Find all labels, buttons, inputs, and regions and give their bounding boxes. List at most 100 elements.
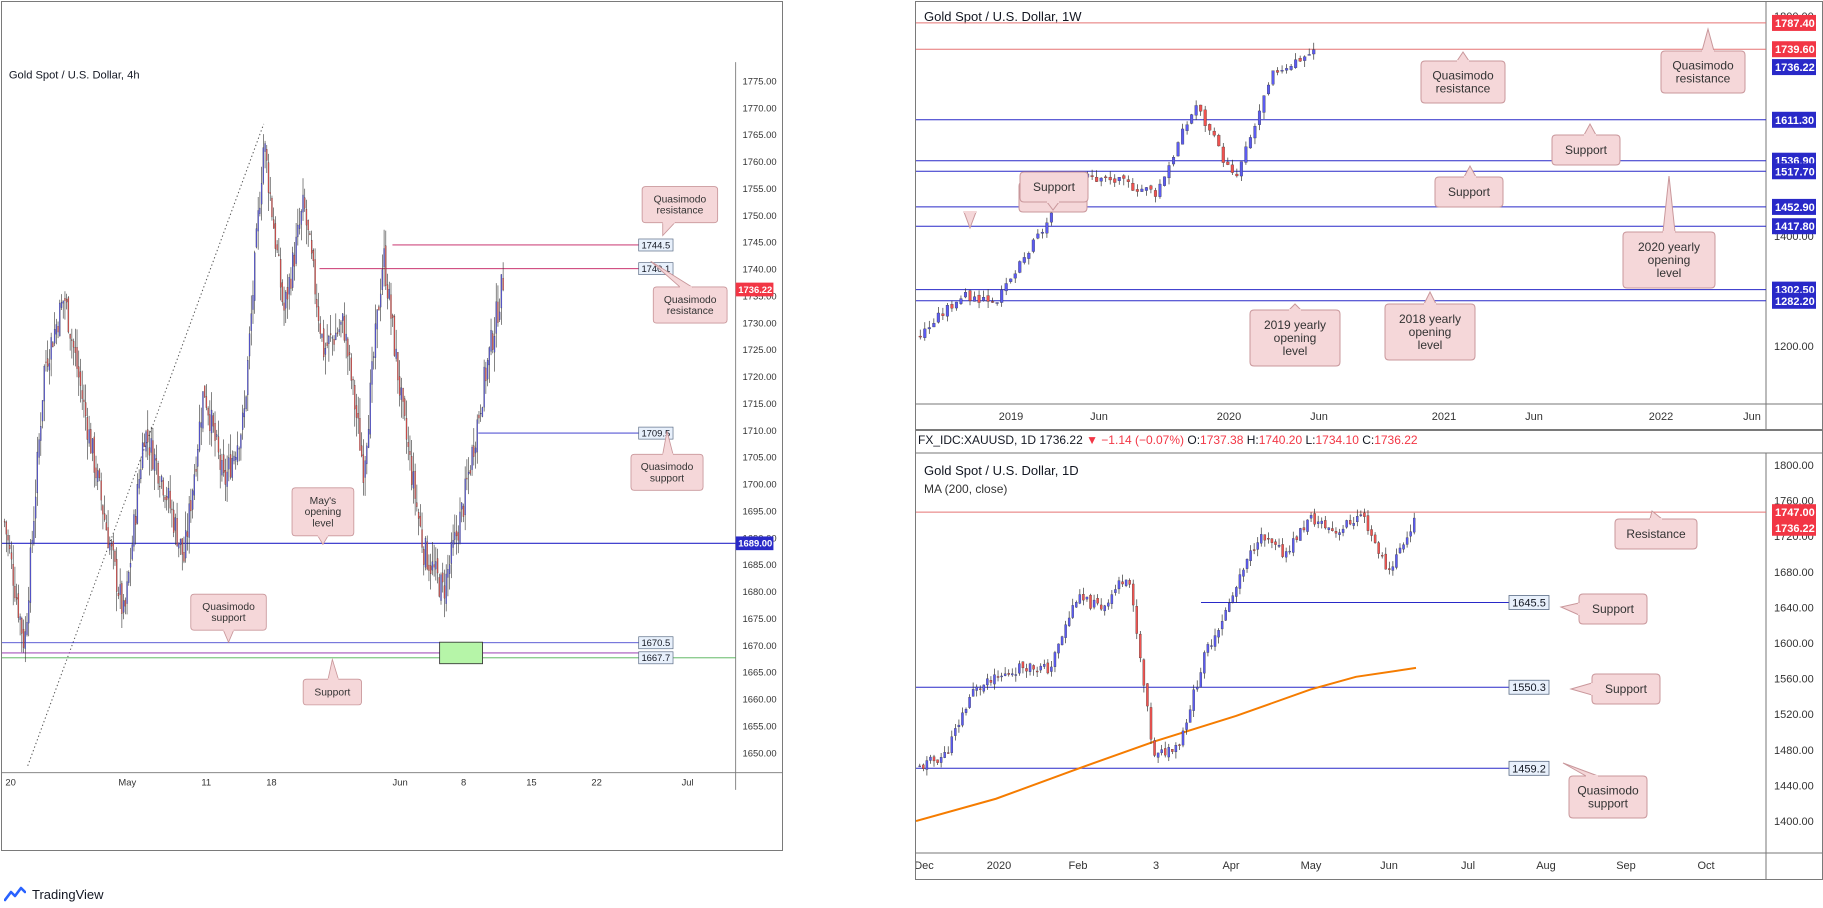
h4-candle-body <box>176 518 178 546</box>
d1-candle-body <box>1067 617 1071 626</box>
h4-callout-quasimodo-resistance-upper[interactable]: Quasimodo resistance <box>641 186 719 237</box>
w1-callout-support-1-pointer <box>1583 122 1597 136</box>
h4-chart-panel[interactable]: Gold Spot / U.S. Dollar, 4h 1775.00 1770.0… <box>1 1 783 851</box>
h4-candle-body <box>326 342 328 346</box>
w1-candle-body <box>1185 124 1189 131</box>
h4-candle-body <box>53 329 56 344</box>
w1-chart-panel[interactable]: Gold Spot / U.S. Dollar, 1W 1200.00 1400.0… <box>915 1 1823 430</box>
d1-symbol: FX_IDC:XAUUSD, 1D <box>918 433 1039 447</box>
h4-candle-body <box>317 306 320 321</box>
h4-candle-body <box>116 558 118 592</box>
h4-candle-body <box>338 329 340 333</box>
w1-callout-quasimodo-resistance-right-text-line: Quasimodo <box>1672 59 1734 73</box>
h4-candle-body <box>323 328 325 358</box>
w1-price-label: 1417.80 <box>1775 221 1815 233</box>
h4-candle-body <box>500 274 503 309</box>
h4-candle-body <box>285 291 287 309</box>
w1-candle-body <box>1199 104 1203 112</box>
h4-candle-body <box>298 224 301 229</box>
w1-callout-quasimodo-resistance-right[interactable]: Quasimodo resistance <box>1660 27 1746 94</box>
d1-callout-quasimodo-support-text-line: support <box>1588 797 1629 811</box>
w1-callout-2020-yearly-opening-text-line: 2020 yearly <box>1638 240 1700 254</box>
h4-callout-mays-opening-level[interactable]: May's opening level <box>291 487 355 546</box>
d1-candle-body <box>1206 644 1210 653</box>
d1-candle-body <box>1075 602 1078 608</box>
h4-callout-support-box <box>302 678 362 706</box>
h4-candle-body <box>29 547 32 603</box>
d1-callout-support-lower[interactable]: Support <box>1569 673 1661 705</box>
w1-candle-body <box>1190 114 1194 124</box>
w1-callout-2020-yearly-opening[interactable]: 2020 yearly opening level <box>1622 175 1716 289</box>
w1-candle-body <box>1036 233 1040 239</box>
h4-candle-body <box>223 454 225 473</box>
h4-candle-body <box>207 407 209 416</box>
h4-candle-body <box>262 147 264 183</box>
d1-candle-body <box>1188 709 1192 723</box>
h4-candle-body <box>243 408 246 418</box>
w1-callout-2018-yearly-opening-text-line: 2018 yearly <box>1399 312 1461 326</box>
d1-time-tick: Feb <box>1069 860 1088 872</box>
h4-callout-quasimodo-support-upper[interactable]: Quasimodo support <box>630 431 704 491</box>
d1-candle-body <box>1039 665 1042 671</box>
d1-candle-body <box>1110 594 1114 604</box>
h4-candle-body <box>347 338 349 357</box>
h4-candle-body <box>269 192 271 194</box>
w1-callout-2019-yearly-opening[interactable]: 2019 yearly opening level <box>1249 303 1341 367</box>
h4-candle-body <box>109 543 111 551</box>
h4-candle-body <box>40 426 42 441</box>
h4-candle-body <box>254 252 256 301</box>
h4-candle-body <box>121 583 123 614</box>
d1-callout-quasimodo-support[interactable]: Quasimodo support <box>1562 762 1648 819</box>
h4-candle-body <box>416 502 418 507</box>
h4-candle-body <box>436 558 439 574</box>
h4-candle-body <box>107 527 109 548</box>
h4-callout-quasimodo-resistance-upper-text-line: Quasimodo <box>654 194 707 205</box>
d1-callout-resistance[interactable]: Resistance <box>1614 510 1698 550</box>
h4-callout-quasimodo-support-lower[interactable]: Quasimodo support <box>190 593 267 644</box>
h4-candle-body <box>59 302 61 337</box>
w1-chart[interactable]: Gold Spot / U.S. Dollar, 1W1200.001400.0… <box>916 2 1822 429</box>
h4-candle-body <box>354 384 356 410</box>
h4-callout-mays-opening-level-text-line: May's <box>310 496 337 507</box>
h4-price-tick: 1650.00 <box>743 747 777 758</box>
h4-callout-quasimodo-resistance-lower[interactable]: Quasimodo resistance <box>650 260 728 324</box>
h4-chart[interactable]: Gold Spot / U.S. Dollar, 4h 1775.00 1770.0… <box>2 2 782 850</box>
w1-candle-body <box>1172 157 1176 165</box>
w1-callout-2019-yearly-opening-text-line: level <box>1283 344 1308 358</box>
w1-callout-quasimodo-resistance-left[interactable]: Quasimodo resistance <box>1420 51 1506 104</box>
d1-candle-body <box>986 678 989 686</box>
d1-candle-body <box>1174 745 1178 753</box>
h4-candle-body <box>305 209 308 226</box>
d1-candle-body <box>1260 534 1263 544</box>
d1-time-tick: May <box>1301 860 1322 872</box>
d1-chart[interactable]: FX_IDC:XAUUSD, 1D 1736.22 ▼ −1.14 (−0.07… <box>914 431 1822 879</box>
h4-candle-body <box>478 414 480 419</box>
tradingview-logo[interactable]: TradingView <box>4 886 104 902</box>
w1-candle-body <box>1167 165 1171 179</box>
h4-candle-body <box>9 545 11 550</box>
h4-candle-body <box>191 490 194 510</box>
d1-callout-support-upper[interactable]: Support <box>1559 593 1648 625</box>
w1-callout-support-1[interactable]: Support <box>1551 122 1621 166</box>
w1-callout-2018-yearly-opening[interactable]: 2018 yearly opening level <box>1384 290 1476 361</box>
d1-candle-body <box>1299 528 1302 541</box>
d1-candle-body <box>1096 598 1099 604</box>
h4-candle-body <box>402 388 404 402</box>
w1-callout-2020-yearly-opening-box <box>1622 231 1716 289</box>
h4-candle-body <box>43 365 45 402</box>
h4-callout-quasimodo-support-lower-box <box>190 593 267 631</box>
d1-candle-body <box>1028 663 1032 672</box>
w1-callout-support-1-text: Support <box>1565 143 1608 157</box>
h4-candle-body <box>19 616 21 620</box>
d1-candle-body <box>1135 606 1138 634</box>
h4-candle-body <box>79 371 82 386</box>
h4-callout-support[interactable]: Support <box>302 657 362 706</box>
w1-callout-support-4[interactable]: Support <box>1019 171 1089 211</box>
w1-callout-support-2[interactable]: Support <box>1434 164 1504 208</box>
d1-time-tick: 3 <box>1153 860 1159 872</box>
h4-price-tick: 1675.00 <box>743 613 777 624</box>
h4-candle-body <box>407 442 409 447</box>
d1-chart-panel[interactable]: FX_IDC:XAUUSD, 1D 1736.22 ▼ −1.14 (−0.07… <box>914 430 1823 880</box>
d1-candle-body <box>943 752 946 758</box>
d1-time-tick: Oct <box>1697 860 1714 872</box>
